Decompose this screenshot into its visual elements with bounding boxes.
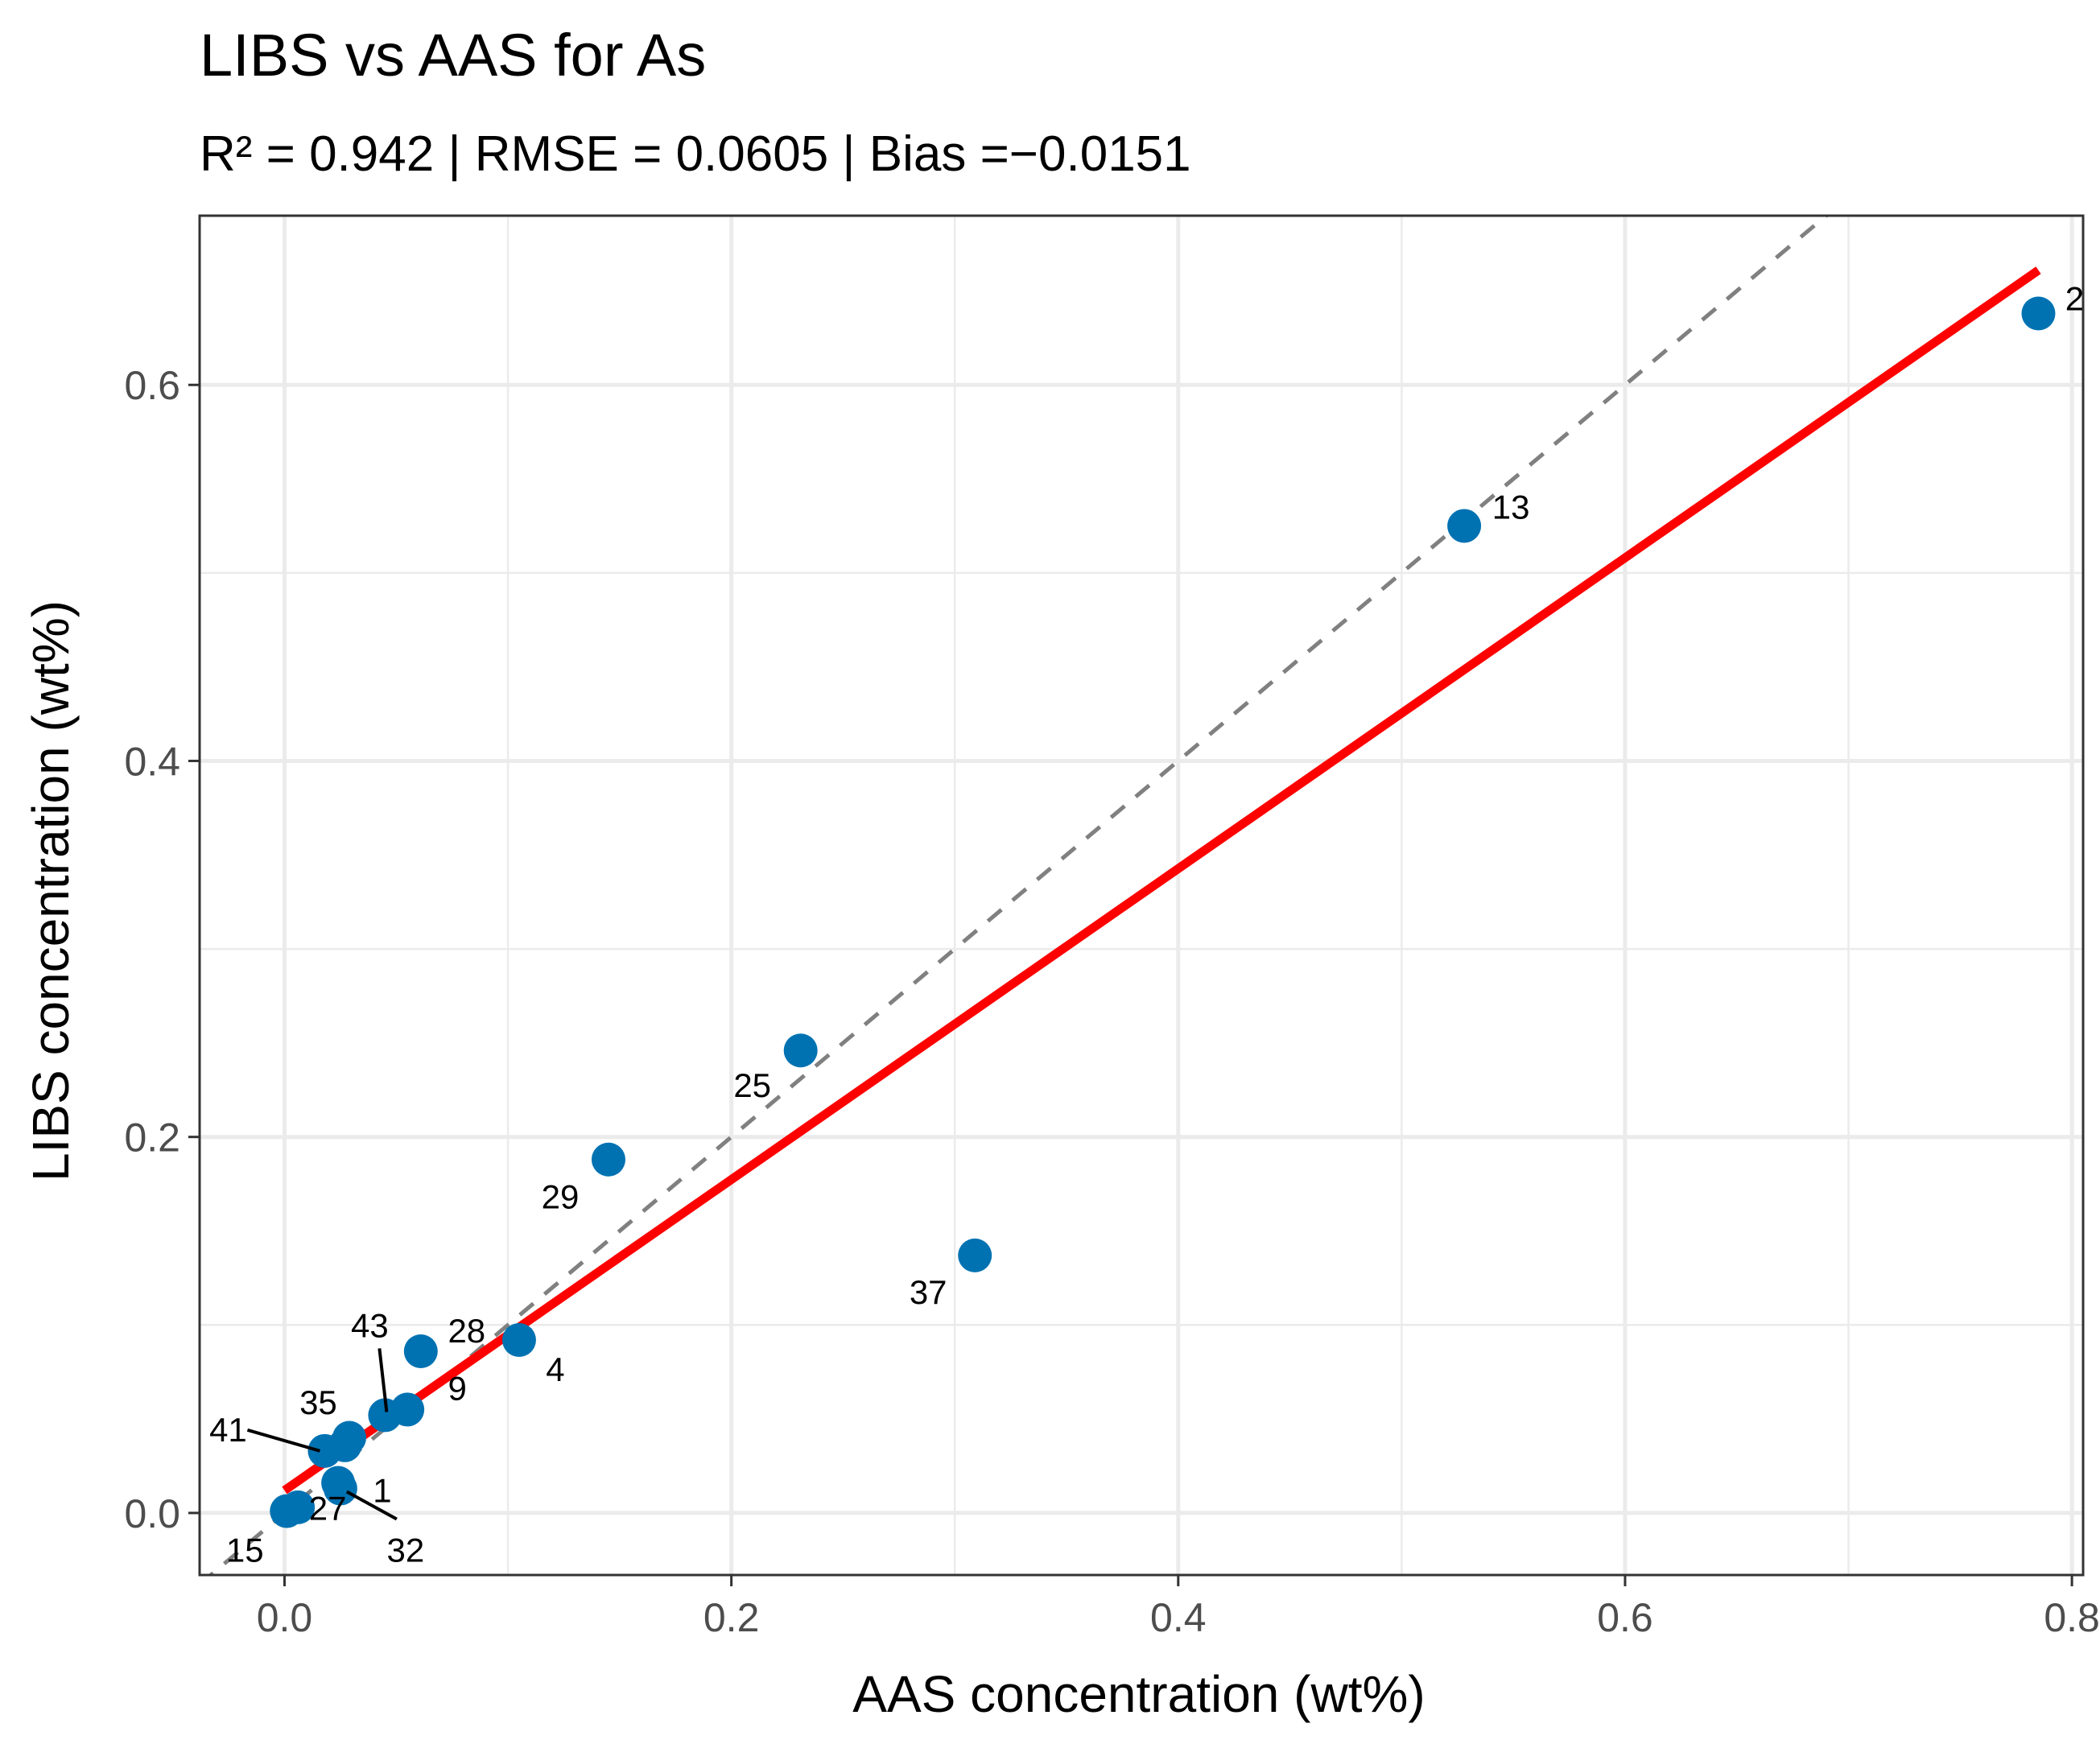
panel-border bbox=[198, 214, 2085, 1577]
point-label: 29 bbox=[542, 1178, 580, 1216]
y-axis-title: LIBS concentration (wt%) bbox=[22, 600, 80, 1181]
data-point bbox=[323, 1471, 357, 1506]
y-tick-label: 0.6 bbox=[124, 363, 180, 408]
data-point bbox=[281, 1490, 316, 1524]
point-label: 28 bbox=[448, 1312, 485, 1350]
point-label: 15 bbox=[226, 1532, 264, 1569]
label-leader-line bbox=[246, 1428, 320, 1453]
data-point bbox=[591, 1142, 625, 1177]
point-label: 13 bbox=[1492, 488, 1530, 526]
point-label: 37 bbox=[910, 1273, 947, 1311]
x-axis-title: AAS concentration (wt%) bbox=[852, 1665, 1425, 1723]
data-point bbox=[403, 1334, 438, 1369]
point-label: 41 bbox=[209, 1411, 247, 1449]
data-point bbox=[501, 1322, 536, 1357]
y-tick-label: 0.0 bbox=[124, 1491, 180, 1536]
chart-title: LIBS vs AAS for As bbox=[200, 22, 706, 89]
y-tick-label: 0.2 bbox=[124, 1115, 180, 1161]
point-label: 4 bbox=[546, 1350, 564, 1388]
x-tick-label: 0.4 bbox=[1150, 1595, 1207, 1640]
data-point bbox=[783, 1033, 818, 1068]
data-point bbox=[2021, 296, 2056, 331]
point-label: 43 bbox=[351, 1306, 389, 1344]
axes: 0.0 0.2 0.4 0.6 0.8 0.0 0.2 0.4 0.6 bbox=[124, 363, 2099, 1640]
regression-line bbox=[282, 266, 2041, 1495]
x-tick-label: 0.0 bbox=[257, 1595, 313, 1640]
y-tick-label: 0.4 bbox=[124, 739, 180, 784]
point-label: 35 bbox=[299, 1383, 337, 1421]
point-label: 1 bbox=[373, 1471, 391, 1509]
identity-line bbox=[207, 216, 1830, 1575]
point-labels: 2 13 25 29 37 4 28 9 43 1 35 41 27 32 15 bbox=[209, 279, 2084, 1569]
data-point bbox=[958, 1238, 992, 1272]
point-label: 27 bbox=[309, 1490, 347, 1528]
plot-content bbox=[207, 216, 2056, 1575]
point-label: 9 bbox=[448, 1369, 466, 1407]
x-tick-label: 0.8 bbox=[2044, 1595, 2100, 1640]
data-point bbox=[307, 1433, 342, 1468]
label-leader-line bbox=[345, 1490, 398, 1521]
x-tick-label: 0.6 bbox=[1597, 1595, 1653, 1640]
point-label: 25 bbox=[733, 1066, 771, 1104]
point-label: 2 bbox=[2065, 279, 2084, 317]
x-tick-label: 0.2 bbox=[703, 1595, 760, 1640]
data-point bbox=[368, 1398, 402, 1433]
data-point bbox=[1447, 509, 1482, 543]
point-label: 32 bbox=[387, 1532, 425, 1569]
label-leader-line bbox=[378, 1348, 389, 1412]
chart-subtitle: R² = 0.942 | RMSE = 0.0605 | Bias =−0.01… bbox=[200, 126, 1191, 182]
